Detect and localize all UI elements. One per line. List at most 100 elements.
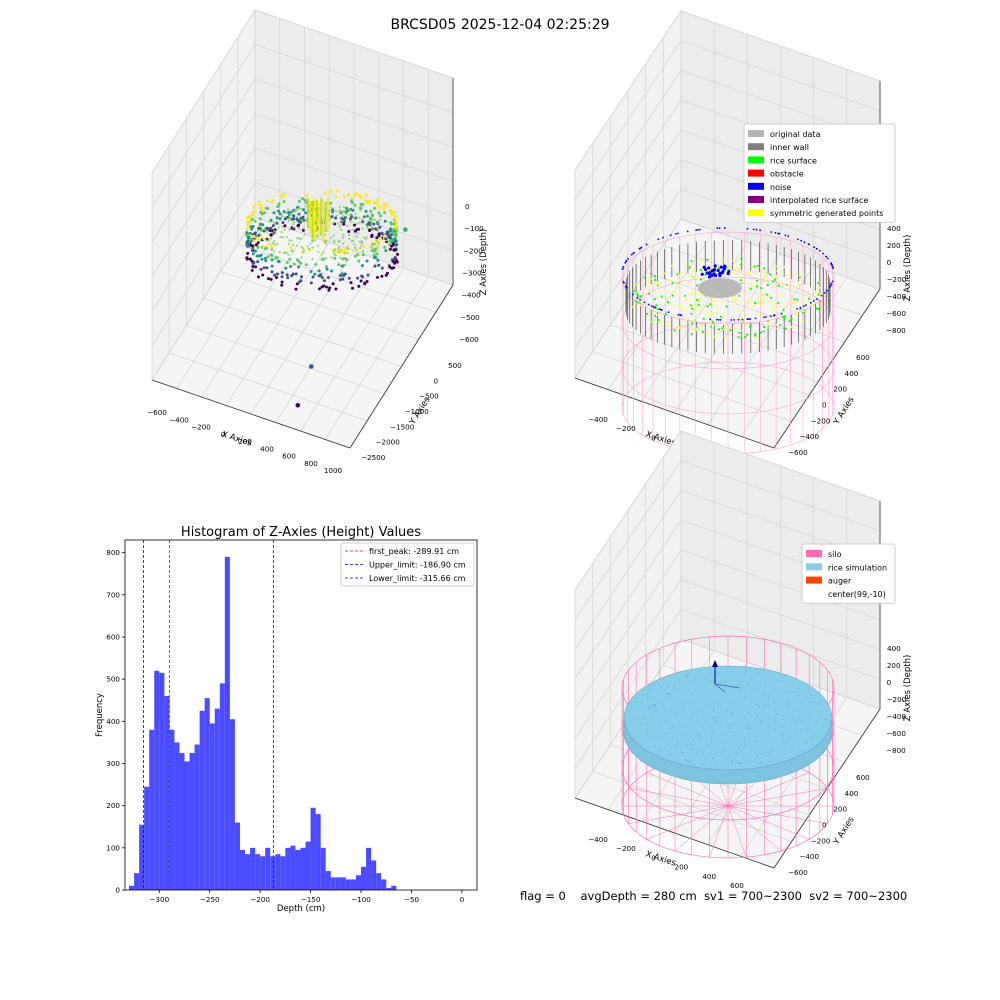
mesh-point [767,715,769,717]
surface-point [684,298,688,301]
mesh-point [824,718,825,720]
histogram-bar [300,847,306,890]
histogram-bar [355,875,362,890]
histogram-bar [371,860,377,890]
data-point [297,265,301,269]
data-point [278,217,282,221]
data-point [274,222,277,226]
data-point [371,226,374,229]
mesh-point [713,710,715,712]
noise-point [623,282,625,284]
y-axis-label: Frequency [95,693,105,737]
noise-point [737,318,740,321]
data-point [300,245,303,248]
grid-line [151,147,454,312]
data-point [354,212,357,215]
surface-point [743,318,746,321]
surface-point [717,328,721,331]
legend-box [801,543,896,604]
mesh-point [800,728,802,730]
mesh-point [687,744,688,746]
noise-point [643,301,646,304]
mesh-point [735,753,737,755]
noise-point [709,318,711,321]
y-tick-label: 0 [822,401,827,410]
legend-swatch [748,169,764,177]
data-point [350,220,353,224]
mesh-point [757,673,759,675]
data-point [297,259,301,263]
data-point [358,206,362,210]
z-tick-label: −300 [462,269,482,278]
data-point [364,237,368,241]
data-point [340,264,344,268]
data-point [384,273,388,277]
surface-point [749,287,752,290]
surface-point [779,324,782,327]
mesh-point [820,699,822,701]
mesh-point [801,720,803,721]
grid-line [592,771,792,842]
y-tick-label: 700 [106,590,120,599]
data-point [347,247,350,250]
mesh-point [787,719,789,721]
data-point [360,244,363,247]
surface-point [747,315,750,319]
mesh-point [691,716,693,718]
data-point [389,209,393,213]
data-point [330,256,333,259]
surface-point [771,299,774,302]
surface-point [721,257,724,260]
histogram-bar [164,696,170,890]
legend-label: noise [770,183,791,192]
data-point [325,267,329,271]
data-point [284,266,288,270]
x-tick-label: −400 [588,835,608,844]
data-point [372,247,375,250]
noise-point [638,247,641,250]
mesh-point [675,732,677,734]
data-point [300,256,303,259]
surface-point [722,322,725,325]
mesh-point [699,735,701,737]
data-point [280,275,284,279]
mesh-point [635,735,637,737]
histogram-bar [169,729,175,890]
histogram-bar [255,854,261,890]
surface-point [678,304,682,307]
grid-line [151,78,454,243]
histogram-bar [179,752,185,890]
noise-point [695,229,697,232]
data-point [361,250,365,253]
silo-floor-line [727,805,747,858]
data-point [246,251,250,255]
data-point [311,246,314,249]
surface-point [791,305,794,308]
mesh-point [715,720,716,722]
surface-point [765,278,768,281]
data-point [254,265,258,269]
data-point [262,266,266,270]
mesh-point [786,738,788,740]
data-point [362,215,366,219]
mesh-point [808,729,810,731]
mesh-point [651,715,653,717]
data-point [294,272,298,276]
data-point [376,229,380,232]
data-point [352,217,355,220]
data-point [337,246,340,249]
surface-point [679,273,682,276]
surface-point [679,283,682,286]
surface-point [776,300,779,303]
surface-point [784,327,787,330]
surface-point [752,284,755,287]
surface-point [692,275,696,278]
data-point [247,240,251,244]
mesh-point [665,722,667,724]
mesh-point [755,741,757,743]
data-point [273,273,276,277]
mesh-point [649,720,651,722]
data-point [337,263,341,267]
surface-point [803,293,806,296]
data-point [258,225,261,228]
